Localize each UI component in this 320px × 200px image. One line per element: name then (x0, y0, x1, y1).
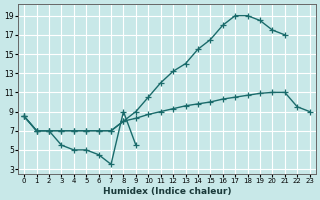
X-axis label: Humidex (Indice chaleur): Humidex (Indice chaleur) (103, 187, 231, 196)
